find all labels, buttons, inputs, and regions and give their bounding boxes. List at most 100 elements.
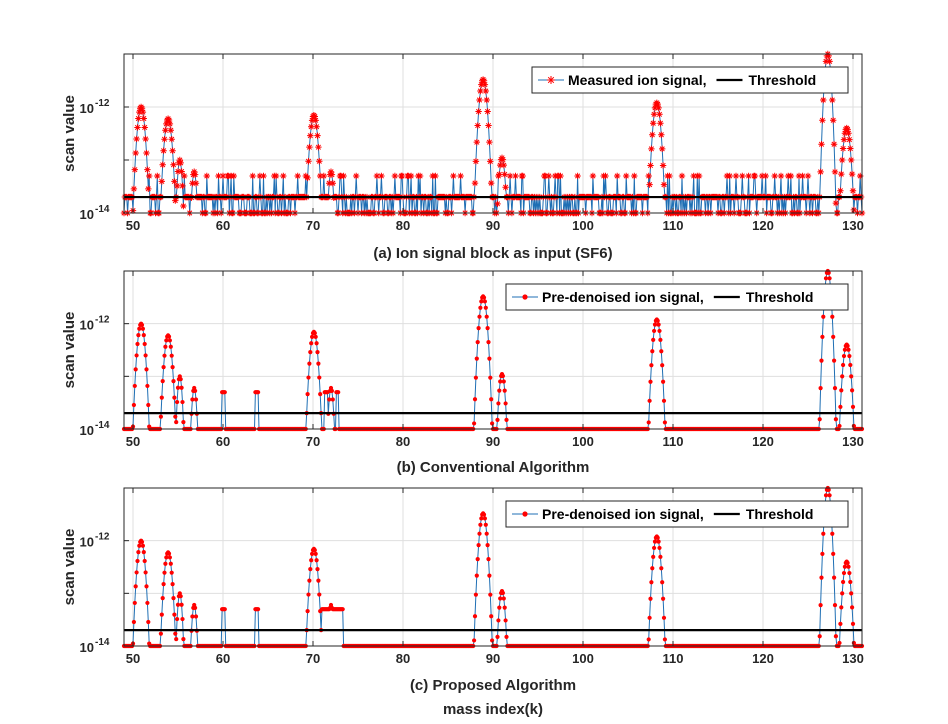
x-tick-label: 120: [752, 218, 774, 233]
data-point: [501, 596, 506, 601]
data-point: [519, 172, 526, 180]
data-point: [312, 117, 319, 124]
data-point: [839, 145, 847, 152]
data-point: [145, 600, 150, 606]
data-point: [145, 185, 152, 193]
data-point: [503, 618, 508, 623]
data-point: [222, 607, 227, 612]
data-point: [327, 168, 335, 175]
data-point: [484, 314, 489, 319]
data-point: [179, 602, 184, 607]
panel-label: (b) Conventional Algorithm: [397, 459, 590, 476]
data-point: [416, 172, 424, 180]
data-point: [140, 115, 147, 122]
data-point: [849, 374, 854, 379]
data-point: [169, 147, 176, 154]
data-point: [135, 115, 142, 122]
data-point: [847, 570, 852, 576]
data-point: [141, 333, 146, 338]
data-point: [830, 531, 835, 536]
data-point: [839, 156, 846, 164]
data-point: [557, 172, 564, 180]
data-point: [751, 172, 759, 180]
data-point: [848, 170, 856, 178]
data-point: [830, 314, 835, 319]
data-point: [831, 168, 839, 176]
data-point: [340, 172, 347, 180]
legend-box: [531, 66, 849, 94]
data-point: [330, 397, 335, 402]
x-tick-label: 100: [572, 651, 594, 666]
data-point: [485, 326, 490, 331]
data-point: [180, 616, 185, 622]
data-point: [131, 166, 138, 173]
data-point: [823, 276, 829, 281]
data-point: [678, 172, 686, 180]
data-point: [850, 605, 855, 610]
x-tick-label: 120: [752, 651, 774, 666]
data-point: [180, 202, 187, 210]
data-point: [432, 172, 439, 180]
data-point: [848, 156, 855, 164]
data-point: [193, 397, 199, 402]
data-point: [171, 178, 178, 185]
y-tick-label: 10: [80, 101, 94, 116]
data-point: [314, 558, 319, 563]
data-point: [739, 172, 746, 180]
data-point: [502, 184, 509, 191]
data-point: [472, 421, 477, 426]
data-point: [131, 402, 136, 408]
legend-box: [505, 283, 849, 311]
data-point: [837, 423, 842, 429]
y-axis-label: scan value: [61, 529, 78, 606]
data-point: [172, 197, 179, 204]
panel-label: (a) Ion signal block as input (SF6): [373, 245, 612, 262]
data-point: [833, 417, 839, 422]
data-point: [256, 390, 261, 395]
data-point: [484, 108, 491, 115]
data-point: [829, 96, 836, 104]
data-point: [804, 172, 812, 180]
data-point: [353, 172, 360, 180]
data-point: [170, 582, 175, 587]
data-point: [771, 172, 778, 180]
data-point: [823, 493, 829, 498]
data-point: [479, 299, 484, 304]
data-point: [315, 143, 322, 151]
data-point: [842, 347, 848, 352]
data-point: [647, 162, 654, 169]
data-point: [483, 305, 488, 310]
data-point: [477, 314, 482, 319]
data-point: [498, 379, 503, 384]
data-point: [495, 417, 500, 422]
data-point: [475, 340, 480, 345]
y-tick-exponent: -14: [95, 420, 110, 431]
data-point: [649, 363, 654, 368]
data-point: [690, 172, 697, 180]
data-point: [845, 130, 852, 137]
data-point: [474, 122, 481, 129]
data-point: [159, 395, 164, 400]
data-point: [490, 638, 495, 643]
data-point: [328, 171, 336, 178]
y-tick-label: 10: [80, 535, 94, 550]
data-point: [132, 149, 139, 157]
y-tick-exponent: -12: [95, 315, 110, 326]
data-point: [144, 367, 149, 372]
data-point: [840, 591, 845, 596]
data-point: [487, 573, 492, 578]
data-point: [482, 516, 487, 521]
data-point: [652, 545, 657, 551]
data-point: [826, 487, 831, 492]
data-point: [479, 516, 484, 521]
x-tick-label: 50: [126, 434, 140, 449]
data-point: [173, 414, 178, 419]
data-point: [317, 592, 322, 597]
data-point: [650, 120, 657, 127]
data-point: [314, 132, 321, 139]
data-point: [850, 621, 856, 626]
data-point: [167, 338, 172, 343]
data-point: [167, 555, 172, 560]
data-point: [488, 179, 495, 187]
